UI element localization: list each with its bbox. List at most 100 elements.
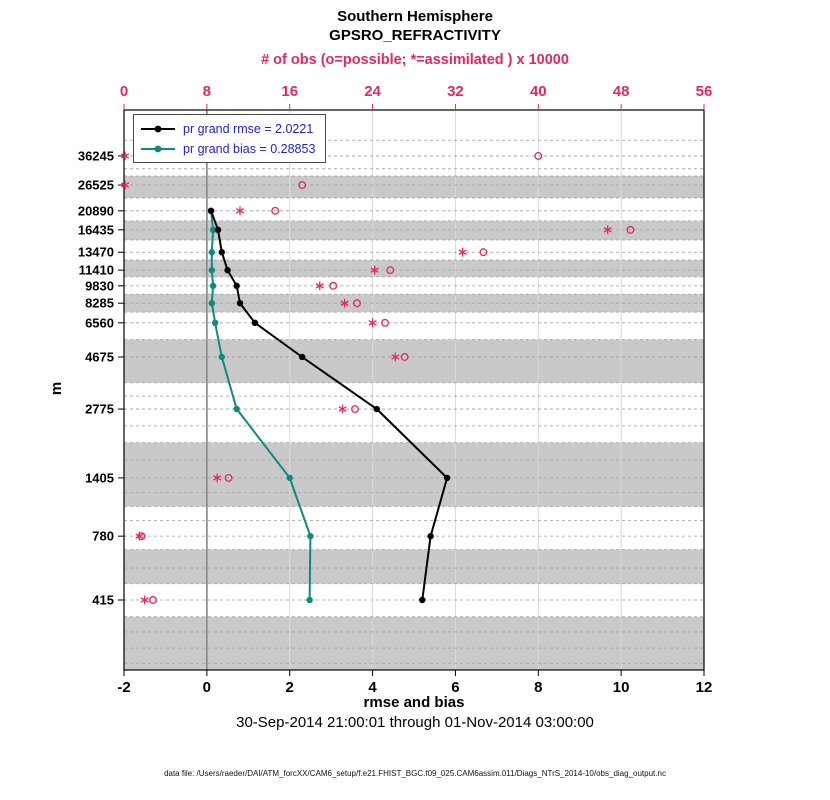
possible-obs-marker bbox=[400, 353, 409, 361]
y-axis-label: m bbox=[48, 381, 66, 396]
shaded-band bbox=[124, 616, 704, 670]
possible-obs-marker bbox=[329, 281, 338, 290]
level-tick-label: 6560 bbox=[85, 315, 114, 330]
possible-obs-marker bbox=[298, 181, 307, 189]
legend: pr grand rmse = 2.0221 pr grand bias = 0… bbox=[133, 114, 327, 163]
bias-point bbox=[286, 474, 293, 482]
legend-item-rmse: pr grand rmse = 2.0221 bbox=[140, 119, 315, 138]
bias-point bbox=[307, 532, 314, 540]
assimilated-obs-marker bbox=[120, 153, 130, 159]
assimilated-obs-marker bbox=[120, 182, 130, 188]
data-file-caption: data file: /Users/raeder/DAI/ATM_forcXX/… bbox=[164, 769, 666, 778]
shaded-band bbox=[124, 176, 704, 198]
possible-obs-marker bbox=[534, 151, 543, 160]
rmse-point bbox=[207, 207, 215, 214]
rmse-point bbox=[373, 405, 380, 413]
bottom-tick-label: 0 bbox=[203, 679, 211, 696]
bottom-tick-label: 12 bbox=[696, 679, 713, 696]
assimilated-obs-marker bbox=[140, 597, 149, 603]
assimilated-obs-marker bbox=[338, 406, 347, 412]
rmse-line-marker-icon bbox=[141, 125, 175, 132]
rmse-point bbox=[427, 532, 434, 540]
possible-obs-marker bbox=[626, 225, 635, 234]
legend-rmse-label: pr grand rmse = 2.0221 bbox=[183, 121, 314, 136]
possible-obs-marker bbox=[381, 318, 389, 327]
bottom-tick-label: -2 bbox=[117, 679, 130, 696]
possible-obs-marker bbox=[479, 248, 488, 257]
legend-item-bias: pr grand bias = 0.28853 bbox=[140, 139, 315, 158]
rmse-line bbox=[210, 210, 449, 601]
legend-bias-label: pr grand bias = 0.28853 bbox=[183, 141, 316, 156]
top-tick-label: 16 bbox=[281, 83, 298, 100]
bias-point bbox=[209, 226, 217, 234]
level-tick-label: 1405 bbox=[85, 470, 114, 485]
shaded-band bbox=[124, 220, 704, 240]
level-tick-label: 2775 bbox=[85, 402, 114, 417]
possible-obs-marker bbox=[386, 266, 395, 275]
top-tick-label: 0 bbox=[120, 83, 128, 100]
x-axis-label: rmse and bias bbox=[363, 694, 465, 711]
possible-obs-marker bbox=[353, 299, 361, 308]
level-tick-label: 36245 bbox=[78, 148, 114, 163]
top-tick-label: 56 bbox=[696, 83, 713, 100]
shaded-band bbox=[124, 549, 704, 584]
level-tick-label: 13470 bbox=[78, 245, 114, 260]
bias-point bbox=[233, 405, 240, 413]
shaded-band bbox=[124, 339, 704, 383]
chart-title-region: Southern Hemisphere bbox=[337, 8, 493, 25]
rmse-point bbox=[224, 266, 231, 274]
top-tick-label: 32 bbox=[447, 83, 464, 100]
level-tick-label: 26525 bbox=[78, 178, 114, 193]
level-tick-label: 415 bbox=[92, 593, 114, 608]
assimilated-obs-marker bbox=[458, 249, 467, 256]
bias-line-marker-icon bbox=[141, 145, 175, 152]
possible-obs-marker bbox=[351, 405, 359, 413]
top-axis-label: # of obs (o=possible; *=assimilated ) x … bbox=[261, 52, 569, 68]
chart-title-obstype: GPSRO_REFRACTIVITY bbox=[329, 27, 501, 44]
level-tick-label: 8285 bbox=[85, 296, 114, 311]
level-tick-label: 9830 bbox=[85, 278, 114, 293]
bias-point bbox=[211, 319, 219, 326]
assimilated-obs-marker bbox=[213, 475, 222, 481]
level-tick-label: 4675 bbox=[85, 349, 114, 364]
rmse-point bbox=[236, 300, 244, 307]
bottom-tick-label: 2 bbox=[286, 679, 294, 696]
rmse-point bbox=[251, 319, 259, 326]
rmse-point bbox=[218, 249, 225, 256]
rmse-point bbox=[298, 353, 306, 361]
bias-point bbox=[218, 353, 225, 361]
rmse-point bbox=[214, 226, 222, 234]
top-tick-label: 40 bbox=[530, 83, 547, 100]
time-span-caption: 30-Sep-2014 21:00:01 through 01-Nov-2014… bbox=[236, 714, 594, 731]
bottom-tick-label: 6 bbox=[451, 679, 459, 696]
bottom-tick-label: 4 bbox=[368, 679, 377, 696]
possible-obs-marker bbox=[149, 596, 157, 604]
assimilated-obs-marker bbox=[391, 354, 400, 360]
level-tick-label: 16435 bbox=[78, 222, 114, 237]
assimilated-obs-marker bbox=[235, 208, 245, 214]
top-tick-label: 24 bbox=[364, 83, 381, 100]
assimilated-obs-marker bbox=[135, 533, 144, 539]
top-tick-label: 48 bbox=[613, 83, 630, 100]
rmse-point bbox=[419, 596, 426, 604]
rmse-point bbox=[443, 474, 451, 482]
bias-point bbox=[306, 596, 313, 604]
bias-point bbox=[208, 300, 216, 307]
bottom-tick-label: 8 bbox=[534, 679, 542, 696]
shaded-band bbox=[124, 442, 704, 507]
bias-line bbox=[210, 210, 312, 601]
bias-point bbox=[209, 282, 217, 290]
possible-obs-marker bbox=[271, 206, 280, 215]
shaded-band bbox=[124, 260, 704, 277]
level-tick-label: 11410 bbox=[79, 263, 114, 278]
assimilated-obs-marker bbox=[340, 300, 349, 306]
assimilated-obs-marker bbox=[368, 320, 377, 326]
rmse-point bbox=[233, 282, 240, 290]
assimilated-obs-marker bbox=[370, 267, 379, 273]
bias-point bbox=[208, 266, 216, 274]
plot-border bbox=[123, 109, 705, 671]
bottom-tick-label: 10 bbox=[613, 679, 630, 696]
assimilated-obs-marker bbox=[603, 227, 612, 233]
possible-obs-marker bbox=[224, 473, 233, 482]
top-tick-label: 8 bbox=[203, 83, 211, 100]
